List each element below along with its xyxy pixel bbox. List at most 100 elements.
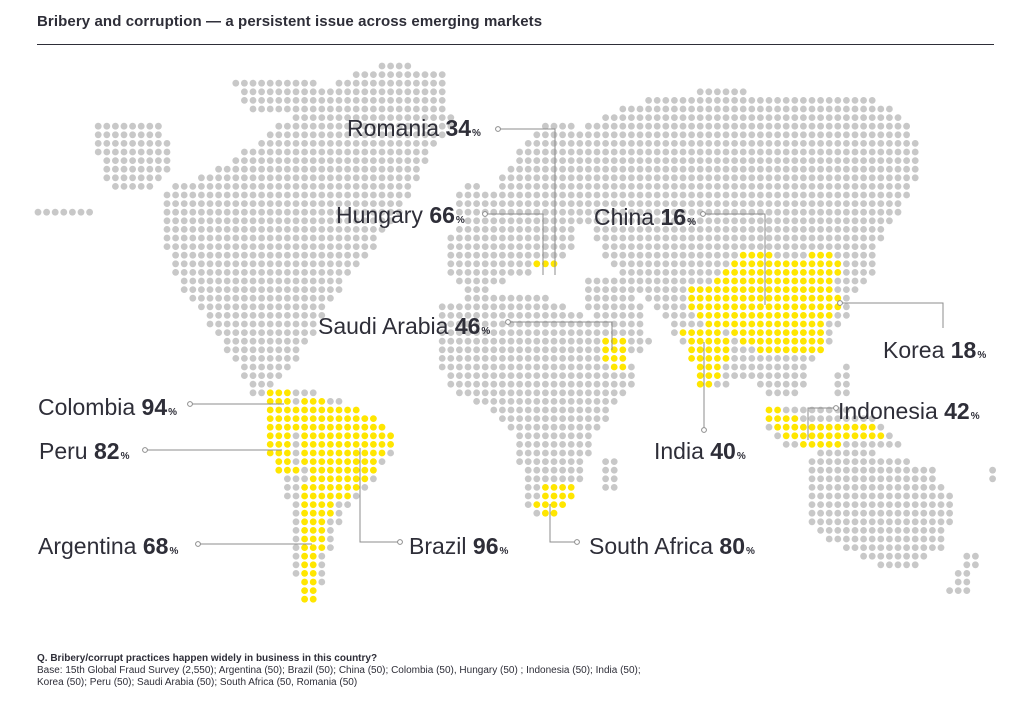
land-dot: [559, 208, 566, 216]
land-dot: [722, 217, 730, 225]
land-dot: [447, 355, 455, 362]
land-dot: [266, 140, 274, 147]
highlight-dot: [739, 277, 747, 285]
land-dot: [585, 389, 592, 397]
land-dot: [309, 269, 317, 276]
land-dot: [653, 157, 661, 165]
land-dot: [585, 423, 592, 431]
land-dot: [731, 208, 738, 216]
land-dot: [653, 251, 661, 259]
land-dot: [137, 157, 145, 165]
land-dot: [516, 380, 523, 388]
highlight-dot: [275, 441, 283, 448]
land-dot: [292, 561, 300, 569]
land-dot: [851, 449, 859, 457]
land-dot: [860, 475, 867, 483]
land-dot: [421, 88, 429, 96]
land-dot: [258, 191, 265, 199]
highlight-dot: [309, 501, 317, 508]
land-dot: [361, 200, 369, 208]
land-dot: [335, 88, 343, 96]
land-dot: [198, 208, 205, 216]
land-dot: [481, 294, 489, 302]
land-dot: [542, 389, 549, 397]
land-dot: [327, 527, 334, 534]
land-dot: [524, 329, 532, 336]
highlight-dot: [619, 337, 627, 345]
land-dot: [851, 97, 859, 104]
land-dot: [834, 165, 842, 173]
land-dot: [903, 527, 910, 534]
land-dot: [146, 183, 154, 190]
land-dot: [327, 97, 334, 104]
land-dot: [112, 157, 119, 165]
land-dot: [309, 183, 317, 190]
land-dot: [567, 243, 575, 251]
land-dot: [774, 157, 781, 165]
land-dot: [198, 294, 205, 302]
land-dot: [318, 208, 326, 216]
land-dot: [843, 312, 850, 319]
land-dot: [301, 251, 308, 259]
land-dot: [232, 243, 240, 251]
land-dot: [473, 380, 480, 388]
land-dot: [628, 157, 635, 165]
land-dot: [602, 398, 609, 405]
land-dot: [860, 148, 867, 156]
land-dot: [284, 355, 291, 362]
highlight-dot: [851, 423, 859, 431]
land-dot: [524, 208, 532, 216]
land-dot: [327, 234, 334, 242]
land-dot: [886, 475, 893, 483]
highlight-dot: [843, 432, 850, 440]
land-dot: [851, 157, 859, 165]
land-dot: [559, 337, 566, 345]
country-name: Saudi Arabia: [318, 313, 449, 339]
land-dot: [292, 294, 300, 302]
land-dot: [223, 234, 231, 242]
land-dot: [602, 183, 609, 190]
land-dot: [886, 509, 893, 517]
land-dot: [817, 105, 824, 113]
highlight-dot: [327, 466, 334, 474]
land-dot: [834, 277, 842, 285]
land-dot: [954, 587, 962, 594]
land-dot: [215, 183, 223, 190]
highlight-dot: [335, 475, 343, 483]
land-dot: [567, 423, 575, 431]
land-dot: [619, 122, 627, 130]
highlight-dot: [352, 441, 360, 448]
land-dot: [516, 174, 523, 182]
land-dot: [679, 337, 687, 345]
land-dot: [550, 389, 558, 397]
land-dot: [628, 312, 635, 319]
land-dot: [129, 131, 137, 139]
land-dot: [886, 544, 893, 551]
land-dot: [705, 88, 713, 96]
land-dot: [395, 71, 403, 78]
land-dot: [387, 157, 394, 165]
land-dot: [524, 157, 532, 165]
land-dot: [559, 226, 566, 233]
land-dot: [266, 157, 274, 165]
land-dot: [911, 509, 919, 517]
land-dot: [189, 243, 197, 251]
land-dot: [911, 552, 919, 560]
country-label-south-africa: South Africa 80%: [589, 535, 755, 558]
land-dot: [473, 251, 480, 259]
highlight-dot: [309, 415, 317, 422]
land-dot: [593, 191, 601, 199]
land-dot: [284, 320, 291, 328]
highlight-dot: [550, 484, 558, 491]
land-dot: [567, 312, 575, 319]
land-dot: [327, 269, 334, 276]
land-dot: [653, 277, 661, 285]
land-dot: [292, 484, 300, 491]
land-dot: [636, 122, 644, 130]
land-dot: [911, 466, 919, 474]
land-dot: [499, 398, 506, 405]
land-dot: [309, 131, 317, 139]
highlight-dot: [817, 432, 824, 440]
land-dot: [679, 183, 687, 190]
land-dot: [447, 329, 455, 336]
